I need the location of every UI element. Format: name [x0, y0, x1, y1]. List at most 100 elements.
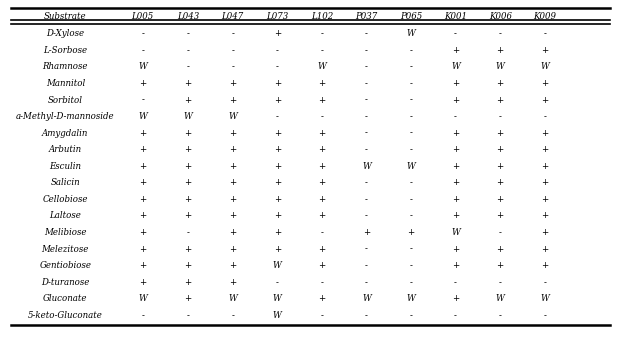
- Text: -: -: [454, 311, 457, 320]
- Text: -: -: [499, 228, 501, 237]
- Text: +: +: [229, 79, 236, 88]
- Text: W: W: [407, 162, 415, 171]
- Text: +: +: [452, 211, 459, 221]
- Text: L102: L102: [311, 12, 333, 21]
- Text: -: -: [410, 46, 412, 55]
- Text: Cellobiose: Cellobiose: [43, 195, 88, 204]
- Text: -: -: [410, 261, 412, 270]
- Text: -: -: [410, 95, 412, 104]
- Text: -: -: [410, 79, 412, 88]
- Text: +: +: [496, 46, 504, 55]
- Text: -: -: [365, 95, 368, 104]
- Text: L047: L047: [222, 12, 244, 21]
- Text: +: +: [452, 145, 459, 154]
- Text: +: +: [184, 145, 192, 154]
- Text: -: -: [365, 46, 368, 55]
- Text: L073: L073: [266, 12, 288, 21]
- Text: +: +: [496, 95, 504, 104]
- Text: W: W: [138, 62, 147, 71]
- Text: +: +: [452, 79, 459, 88]
- Text: Laltose: Laltose: [50, 211, 81, 221]
- Text: W: W: [318, 62, 326, 71]
- Text: -: -: [187, 228, 189, 237]
- Text: -: -: [365, 62, 368, 71]
- Text: +: +: [274, 195, 281, 204]
- Text: W: W: [407, 294, 415, 303]
- Text: +: +: [184, 294, 192, 303]
- Text: -: -: [232, 62, 234, 71]
- Text: +: +: [184, 261, 192, 270]
- Text: -: -: [499, 29, 501, 38]
- Text: a-Methyl-D-mannoside: a-Methyl-D-mannoside: [16, 112, 115, 121]
- Text: +: +: [274, 95, 281, 104]
- Text: W: W: [451, 62, 460, 71]
- Text: 5-keto-Gluconate: 5-keto-Gluconate: [28, 311, 103, 320]
- Text: +: +: [184, 162, 192, 171]
- Text: +: +: [274, 79, 281, 88]
- Text: +: +: [318, 245, 326, 254]
- Text: -: -: [365, 128, 368, 138]
- Text: +: +: [184, 95, 192, 104]
- Text: +: +: [541, 228, 548, 237]
- Text: +: +: [184, 178, 192, 187]
- Text: Gentiobiose: Gentiobiose: [39, 261, 92, 270]
- Text: -: -: [321, 46, 323, 55]
- Text: +: +: [541, 261, 548, 270]
- Text: -: -: [141, 95, 144, 104]
- Text: +: +: [274, 211, 281, 221]
- Text: -: -: [543, 112, 546, 121]
- Text: -: -: [365, 112, 368, 121]
- Text: +: +: [139, 145, 146, 154]
- Text: +: +: [541, 195, 548, 204]
- Text: +: +: [496, 195, 504, 204]
- Text: +: +: [139, 211, 146, 221]
- Text: -: -: [543, 29, 546, 38]
- Text: D-Xylose: D-Xylose: [46, 29, 84, 38]
- Text: +: +: [541, 211, 548, 221]
- Text: -: -: [410, 112, 412, 121]
- Text: +: +: [139, 245, 146, 254]
- Text: +: +: [139, 128, 146, 138]
- Text: +: +: [318, 211, 326, 221]
- Text: -: -: [499, 278, 501, 287]
- Text: +: +: [496, 79, 504, 88]
- Text: +: +: [229, 261, 236, 270]
- Text: -: -: [410, 211, 412, 221]
- Text: W: W: [540, 294, 549, 303]
- Text: +: +: [452, 46, 459, 55]
- Text: K006: K006: [488, 12, 512, 21]
- Text: Mannitol: Mannitol: [46, 79, 85, 88]
- Text: L-Sorbose: L-Sorbose: [43, 46, 87, 55]
- Text: +: +: [184, 128, 192, 138]
- Text: +: +: [318, 79, 326, 88]
- Text: +: +: [229, 178, 236, 187]
- Text: +: +: [229, 162, 236, 171]
- Text: -: -: [187, 311, 189, 320]
- Text: Esculin: Esculin: [50, 162, 81, 171]
- Text: K001: K001: [444, 12, 467, 21]
- Text: -: -: [410, 128, 412, 138]
- Text: L005: L005: [132, 12, 154, 21]
- Text: -: -: [454, 29, 457, 38]
- Text: +: +: [274, 29, 281, 38]
- Text: P037: P037: [355, 12, 378, 21]
- Text: +: +: [184, 211, 192, 221]
- Text: -: -: [454, 112, 457, 121]
- Text: -: -: [276, 62, 279, 71]
- Text: W: W: [496, 294, 504, 303]
- Text: Arbutin: Arbutin: [49, 145, 82, 154]
- Text: -: -: [365, 79, 368, 88]
- Text: -: -: [321, 29, 323, 38]
- Text: +: +: [496, 145, 504, 154]
- Text: -: -: [187, 29, 189, 38]
- Text: +: +: [452, 245, 459, 254]
- Text: +: +: [496, 162, 504, 171]
- Text: -: -: [187, 62, 189, 71]
- Text: -: -: [187, 46, 189, 55]
- Text: -: -: [276, 112, 279, 121]
- Text: W: W: [407, 29, 415, 38]
- Text: Amygdalin: Amygdalin: [42, 128, 89, 138]
- Text: +: +: [452, 178, 459, 187]
- Text: +: +: [452, 294, 459, 303]
- Text: -: -: [410, 311, 412, 320]
